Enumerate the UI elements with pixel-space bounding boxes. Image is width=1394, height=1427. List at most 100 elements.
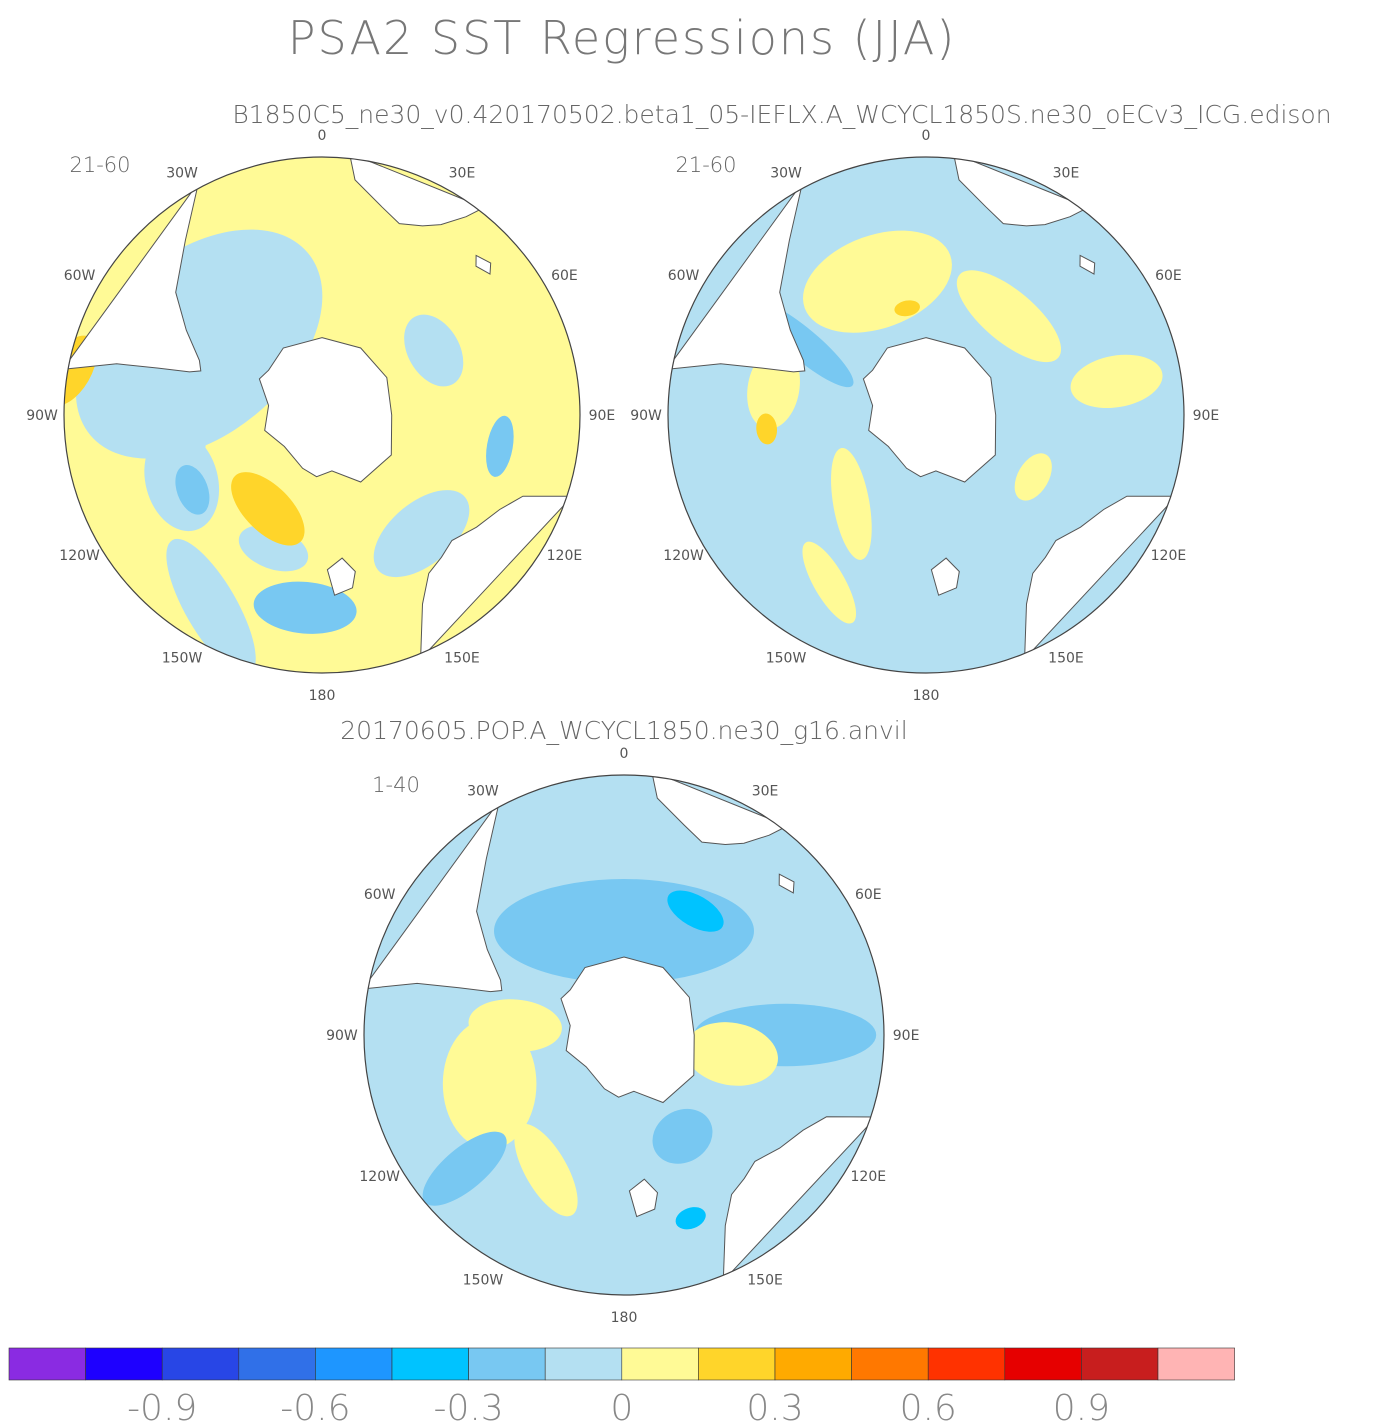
longitude-label: 120E [851,1169,887,1185]
longitude-label: 120E [547,548,583,564]
map-boundary [363,774,885,1296]
longitude-label: 60E [551,268,578,284]
land-africa [952,157,1090,227]
field-contour [1070,354,1163,409]
land-southAmerica [64,182,202,373]
land-newZealand [930,557,960,596]
field-contour [1014,453,1052,501]
field-contour [166,538,256,673]
field-contour [422,1131,507,1206]
land-australia [722,1116,878,1283]
map-panel-1: 0 30E 60E 90E 120E 150E 180 150W 120W 90W 60W 30W 21… [26,128,615,704]
colorbar-swatch [927,1347,1006,1381]
land-australia [1024,495,1178,661]
colorbar-swatch [774,1347,852,1381]
colorbar: -0.9 -0.6 -0.3 0 0.3 0.6 0.9 [8,1347,1235,1427]
sst-field [364,775,884,1295]
colorbar-swatch [8,1347,86,1381]
longitude-label: 30W [166,166,198,182]
subtitle-dataset-1: B1850C5_ne30_v0.420170502.beta1_05-IEFLX… [232,100,1331,129]
longitude-label: 90W [326,1028,358,1044]
longitude-label: 0 [620,746,629,762]
longitude-label: 60E [1155,268,1182,284]
colorbar-tick-label: -0.6 [280,1388,350,1427]
longitude-label: 0 [922,128,931,144]
map-boundary [667,156,1185,674]
field-contour [373,490,470,578]
field-contour [514,1123,578,1217]
colorbar-tick-label: 0.6 [900,1388,957,1427]
longitude-label: 90E [1193,408,1220,424]
land-antarctica [862,337,997,483]
field-contour [685,1022,778,1086]
colorbar-swatch [621,1347,699,1381]
field-contour [802,541,857,624]
longitude-label: 30E [449,166,476,182]
colorbar-tick-label: -0.9 [127,1388,197,1427]
land-antarctica [258,337,393,483]
map-panels: 0 30E 60E 90E 120E 150E 180 150W 120W 90W 60W 30W 21… [26,128,1219,1326]
longitude-label: 150W [463,1272,504,1288]
longitude-label: 30W [770,166,802,182]
map-panel-3: 0 30E 60E 90E 120E 150E 180 150W 120W 90W 60W 30W 1-… [326,746,919,1326]
colorbar-swatch [161,1347,240,1381]
panel-period-label: 21-60 [675,153,736,177]
field-contour [652,1108,713,1164]
longitude-label: 120W [359,1169,400,1185]
colorbar-tick-label: 0.3 [746,1388,803,1427]
longitude-label: 180 [913,688,940,704]
field-contour [486,415,514,477]
longitude-label: 180 [309,688,336,704]
colorbar-swatch [468,1347,546,1381]
longitude-label: 150E [747,1272,783,1288]
colorbar-swatch [391,1347,469,1381]
subtitle-dataset-2: 20170605.POP.A_WCYCL1850.ne30_g16.anvil [340,716,907,745]
panel-period-label: 1-40 [372,773,420,797]
longitude-label: 120E [1151,548,1187,564]
panel-period-label: 21-60 [69,153,130,177]
land-australia [420,495,574,661]
longitude-label: 150W [162,650,203,666]
colorbar-swatch [1004,1347,1082,1381]
land-madagascar [1079,254,1096,275]
longitude-label: 30E [752,784,779,800]
chart-title: PSA2 SST Regressions (JJA) [288,11,957,65]
field-contour [404,314,464,387]
field-contour [175,465,210,515]
colorbar-swatch [85,1347,163,1381]
field-contour [675,1207,706,1230]
longitude-label: 120W [663,548,704,564]
colorbar-swatch [238,1347,316,1381]
colorbar-swatch [1081,1347,1159,1381]
longitude-label: 150E [444,650,480,666]
land-newZealand [326,557,356,596]
colorbar-swatch [1157,1347,1235,1381]
field-contour [173,412,206,464]
land-antarctica [560,956,695,1104]
field-contour [442,1018,537,1149]
longitude-label: 90W [26,408,58,424]
field-contour [231,472,305,546]
longitude-label: 30W [467,784,499,800]
colorbar-swatch [851,1347,929,1381]
field-contour [253,581,357,634]
land-southAmerica [364,800,503,993]
colorbar-swatch [698,1347,776,1381]
land-southAmerica [668,182,806,373]
longitude-label: 30E [1053,166,1080,182]
map-boundary [63,156,581,674]
longitude-label: 150W [766,650,807,666]
colorbar-tick-label: -0.3 [433,1388,503,1427]
field-contour [667,890,724,932]
colorbar-tick-label: 0.9 [1053,1388,1110,1427]
longitude-label: 90E [893,1028,920,1044]
longitude-label: 120W [59,548,100,564]
field-contour [956,270,1062,363]
land-madagascar [475,254,492,275]
longitude-label: 90E [589,408,616,424]
colorbar-swatch [315,1347,393,1381]
longitude-label: 60W [364,887,396,903]
field-contour [894,300,920,317]
longitude-label: 0 [318,128,327,144]
